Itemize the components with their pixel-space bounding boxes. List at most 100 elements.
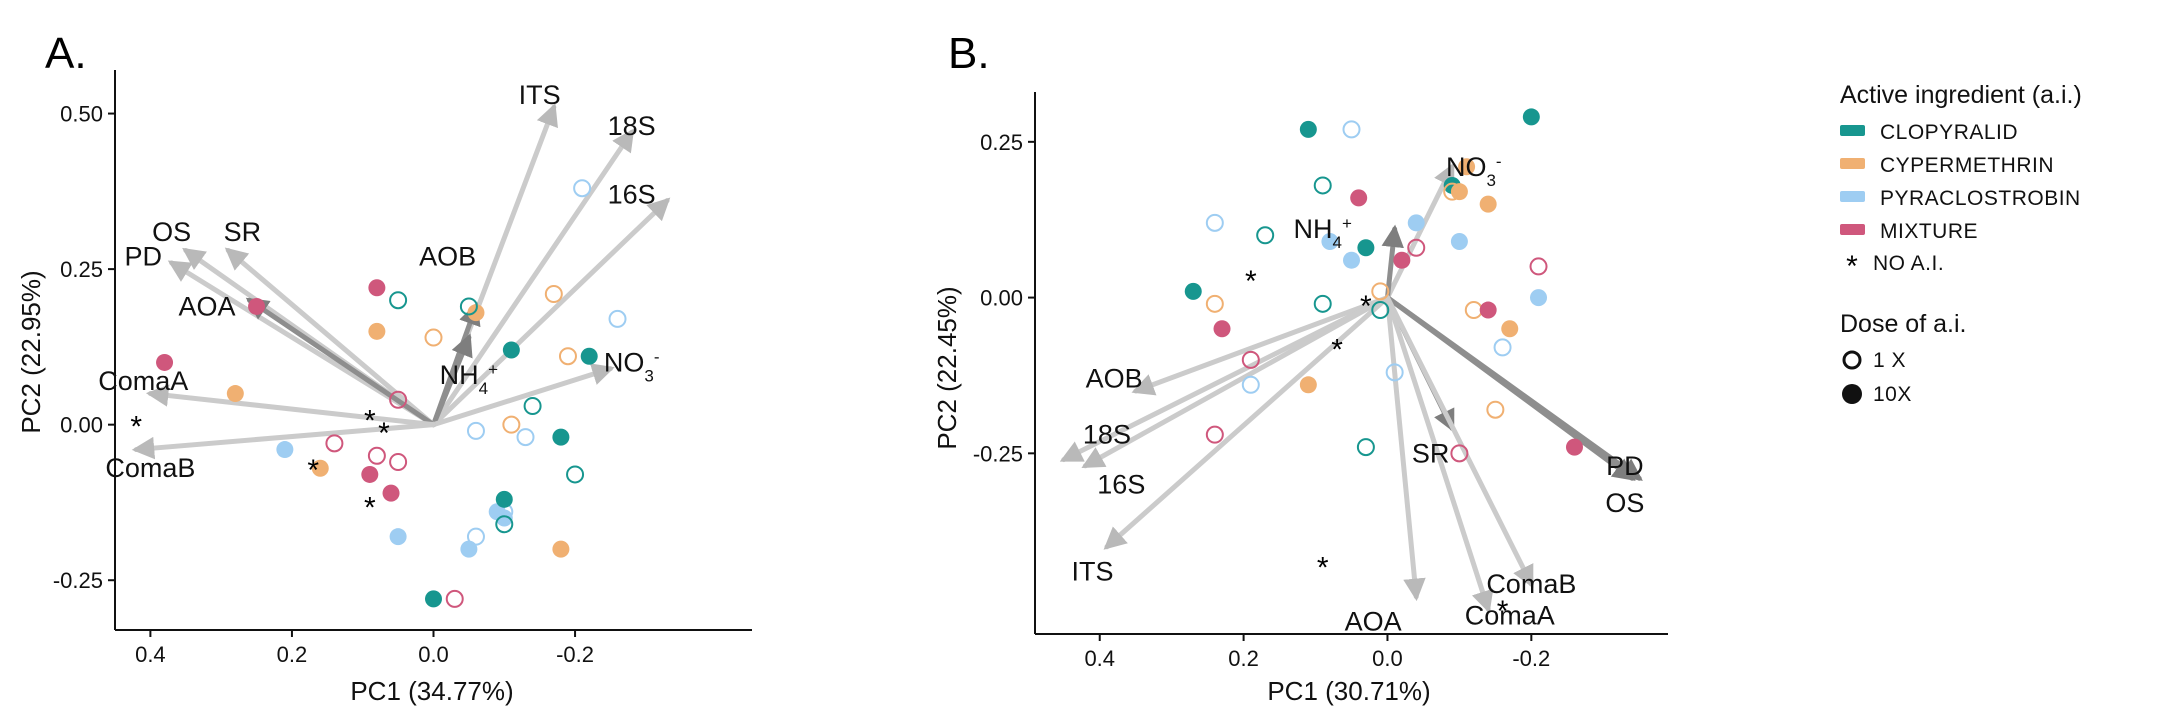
loading-label: 18S <box>608 111 656 141</box>
loading-arrow-comaa <box>1384 295 1494 614</box>
data-point <box>389 528 407 546</box>
data-point <box>425 590 442 608</box>
data-point <box>552 540 570 558</box>
data-point <box>1205 294 1224 313</box>
data-point <box>1241 350 1260 369</box>
x-tick-label: 0.0 <box>418 642 449 667</box>
data-point <box>1205 213 1224 232</box>
panel-b-y-axis-title: PC2 (22.45%) <box>932 286 962 449</box>
data-point <box>1321 233 1339 251</box>
loading-arrow-comab <box>131 422 436 460</box>
data-point <box>466 527 485 546</box>
y-tick-label: -0.25 <box>973 441 1023 466</box>
data-point <box>544 285 563 303</box>
data-point <box>1256 226 1275 245</box>
no-ai-point: * <box>130 411 142 444</box>
data-point <box>1342 120 1361 139</box>
loading-label: 16S <box>1097 469 1145 499</box>
y-tick-label: 0.00 <box>980 286 1023 311</box>
data-point <box>367 446 386 465</box>
data-point <box>1522 108 1540 126</box>
panel-a-label: A. <box>45 29 87 78</box>
loading-label: AOA <box>178 291 235 321</box>
no-ai-point: * <box>1360 290 1372 323</box>
x-tick-label: 0.0 <box>1372 646 1403 671</box>
panel-a-x-axis-title: PC1 (34.77%) <box>350 676 513 706</box>
loading-arrow-nh4 <box>1381 224 1404 301</box>
dose-label-1x: 1 X <box>1873 349 1906 372</box>
open-circle-icon <box>1842 350 1862 370</box>
data-point <box>389 390 408 409</box>
data-point <box>516 428 535 447</box>
loading-arrow-os <box>1384 295 1636 481</box>
data-point <box>276 441 294 459</box>
data-point <box>368 322 386 340</box>
no-ai-point: * <box>378 417 390 450</box>
no-ai-asterisk-icon: * <box>1846 250 1858 283</box>
panel-b-label: B. <box>948 29 990 78</box>
data-point <box>1464 301 1483 320</box>
x-tick-label: 0.4 <box>1084 646 1115 671</box>
x-tick-label: 0.2 <box>1228 646 1259 671</box>
filled-circle-icon <box>1842 384 1862 404</box>
legend-item-mixture: MIXTURE <box>1840 220 1978 243</box>
legend-item-pyraclostrobin: PYRACLOSTROBIN <box>1840 187 2080 210</box>
no-ai-point: * <box>364 404 376 437</box>
data-point <box>1458 158 1476 176</box>
loading-label: OS <box>1605 488 1644 518</box>
loading-label: SR <box>224 217 262 247</box>
x-tick-label: -0.2 <box>1512 646 1550 671</box>
data-point <box>502 341 520 359</box>
data-point <box>1205 425 1224 444</box>
data-point <box>1501 320 1519 338</box>
loading-label: SR <box>1412 438 1450 468</box>
no-ai-point: * <box>1331 333 1343 366</box>
data-point <box>1486 400 1505 419</box>
panel-b-axes: 0.4 0.2 0.0 -0.2 0.25 0.00 -0.25 <box>973 92 1668 671</box>
data-point <box>1371 301 1390 320</box>
data-point <box>226 385 244 403</box>
data-point <box>1241 375 1260 394</box>
legend-item-clopyralid: CLOPYRALID <box>1840 121 2018 144</box>
data-point <box>1356 438 1375 457</box>
data-point <box>552 428 570 446</box>
data-point <box>467 304 485 322</box>
legend-swatch <box>1840 191 1865 202</box>
loading-label: AOA <box>1345 607 1402 637</box>
data-point <box>495 509 513 527</box>
legend-label: MIXTURE <box>1880 220 1978 243</box>
panel-b: B. * * * * * NO3- NH4+ AOB 18S 16S ITS SR PD OS AOA Com… <box>932 29 1668 706</box>
legend-swatch <box>1840 125 1865 136</box>
data-point <box>1385 363 1404 382</box>
legend-items: CLOPYRALID CYPERMETHRIN PYRACLOSTROBIN MIXT… <box>1840 121 2080 243</box>
no-ai-point: * <box>1245 265 1257 298</box>
loading-arrow-comaa <box>145 384 436 428</box>
loading-label: ComaA <box>98 366 188 396</box>
data-point <box>389 453 408 471</box>
loading-label: AOB <box>1086 364 1143 394</box>
legend-item-cypermethrin: CYPERMETHRIN <box>1840 154 2054 177</box>
y-tick-label: 0.00 <box>60 413 103 438</box>
dose-item-10x: 10X <box>1842 383 1911 406</box>
data-point <box>1407 238 1426 257</box>
data-point <box>1407 214 1425 232</box>
legend-title: Active ingredient (a.i.) <box>1840 81 2082 109</box>
y-tick-label: 0.25 <box>60 257 103 282</box>
loading-label: ComaB <box>105 453 195 483</box>
loading-arrow-its <box>1103 295 1390 550</box>
dose-legend-title: Dose of a.i. <box>1840 310 1966 338</box>
data-point <box>1529 257 1548 276</box>
data-point <box>495 490 513 508</box>
loading-arrow-16s <box>1081 295 1390 469</box>
panel-a-axes: 0.4 0.2 0.0 -0.2 0.50 0.25 0.00 -0.25 <box>53 70 752 667</box>
data-point <box>248 297 266 315</box>
data-point <box>580 347 598 365</box>
data-point <box>1393 251 1411 269</box>
no-ai-point: * <box>1497 595 1509 628</box>
data-point <box>1350 189 1368 207</box>
data-point <box>1357 239 1375 257</box>
legend-item-no-ai: * NO A.I. <box>1846 250 1944 283</box>
data-point <box>608 309 627 328</box>
loading-label: NO3- <box>604 347 660 385</box>
